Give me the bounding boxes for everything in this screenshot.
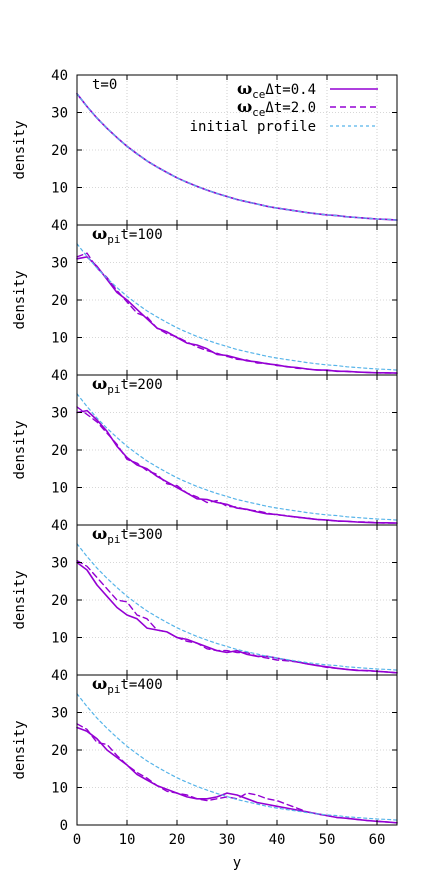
y-tick-label: 0 — [60, 818, 68, 834]
subscript: pi — [107, 383, 120, 396]
x-tick-label: 10 — [119, 832, 136, 848]
y-tick-label: 10 — [51, 331, 68, 347]
y-tick-label: 30 — [51, 256, 68, 272]
y-tick-label: 20 — [51, 593, 68, 609]
subscript: pi — [107, 533, 120, 546]
panel-3: 10 20 30 40 density ωpit=300 — [12, 518, 398, 676]
y-axis-label: density — [12, 720, 28, 779]
legend-label-2: initial profile — [190, 119, 316, 135]
legend-suffix: Δt=0.4 — [265, 82, 316, 98]
panel-label: ωpit=100 — [92, 224, 163, 246]
omega-symbol: ω — [237, 97, 252, 116]
panel-label: ωpit=400 — [92, 674, 163, 696]
omega-symbol: ω — [92, 524, 107, 543]
y-axis-label: density — [12, 270, 28, 329]
panel-label-suffix: t=100 — [120, 227, 162, 243]
omega-symbol: ω — [237, 79, 252, 98]
y-tick-label: 20 — [51, 743, 68, 759]
series-line-dt20 — [76, 723, 398, 824]
subscript: pi — [107, 233, 120, 246]
x-tick-label: 0 — [73, 832, 81, 848]
y-tick-label: 10 — [51, 631, 68, 647]
subscript: ce — [252, 88, 265, 101]
legend-suffix: Δt=2.0 — [265, 100, 316, 116]
y-tick-label: 10 — [51, 481, 68, 497]
y-tick-label: 20 — [51, 443, 68, 459]
panel-2: 10 20 30 40 density ωpit=200 — [12, 368, 398, 526]
y-tick-label: 30 — [51, 406, 68, 422]
panel-label-suffix: t=300 — [120, 527, 162, 543]
panel-1: 10 20 30 40 density ωpit=100 — [12, 218, 398, 376]
subscript: pi — [107, 683, 120, 696]
series-line-dt04 — [76, 409, 398, 524]
y-tick-label: 20 — [51, 143, 68, 159]
x-tick-label: 20 — [169, 832, 186, 848]
y-axis-label: density — [12, 120, 28, 179]
panel-label: ωpit=300 — [92, 524, 163, 546]
panel-label: ωpit=200 — [92, 374, 163, 396]
y-tick-label: 10 — [51, 181, 68, 197]
y-tick-label: 40 — [51, 518, 68, 534]
panel-label-suffix: t=200 — [120, 377, 162, 393]
x-tick-label: 60 — [369, 832, 386, 848]
series-line-dt04 — [76, 726, 398, 824]
series-line-dt20 — [76, 559, 398, 674]
panel-label-suffix: t=400 — [120, 677, 162, 693]
legend-label-0: ωceΔt=0.4 — [237, 79, 316, 101]
x-tick-label: 50 — [319, 832, 336, 848]
y-tick-label: 10 — [51, 781, 68, 797]
y-tick-label: 40 — [51, 668, 68, 684]
legend-label-1: ωceΔt=2.0 — [237, 97, 316, 119]
y-tick-label: 20 — [51, 293, 68, 309]
y-axis-label: density — [12, 570, 28, 629]
y-axis-label: density — [12, 420, 28, 479]
y-tick-label: 30 — [51, 706, 68, 722]
panel-0: 10 20 30 40 density t=0 — [12, 68, 398, 226]
series-line-dt04 — [76, 561, 398, 674]
x-axis-label: y — [233, 855, 241, 871]
subscript: ce — [252, 106, 265, 119]
series-line-dt20 — [76, 406, 398, 524]
omega-symbol: ω — [92, 674, 107, 693]
y-tick-label: 30 — [51, 556, 68, 572]
panel-label: t=0 — [92, 77, 117, 93]
omega-symbol: ω — [92, 374, 107, 393]
y-tick-label: 30 — [51, 106, 68, 122]
series-line-dt20 — [76, 93, 398, 221]
series-line-dt20 — [76, 252, 398, 374]
x-tick-label: 40 — [269, 832, 286, 848]
y-tick-label: 40 — [51, 68, 68, 84]
panel-4: 0 10 20 30 40 0 10 20 30 40 50 60 density ωpit=400 — [12, 668, 398, 848]
omega-symbol: ω — [92, 224, 107, 243]
x-tick-label: 30 — [219, 832, 236, 848]
series-line-dt04 — [76, 256, 398, 374]
y-tick-label: 40 — [51, 218, 68, 234]
y-tick-label: 40 — [51, 368, 68, 384]
